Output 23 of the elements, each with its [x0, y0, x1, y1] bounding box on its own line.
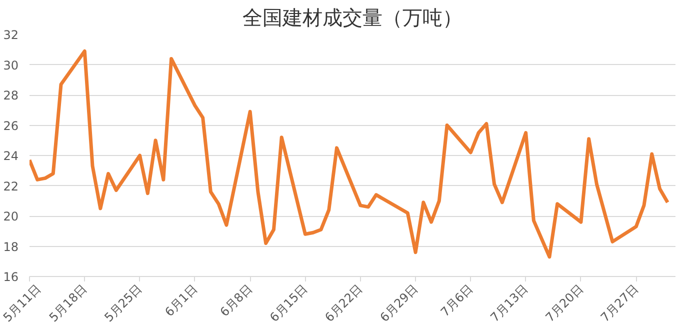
- x-tick-label: 6月1日: [162, 282, 200, 320]
- y-tick-label: 22: [3, 179, 19, 194]
- y-tick-label: 26: [3, 118, 19, 133]
- y-tick-label: 20: [3, 210, 19, 224]
- y-tick-label: 16: [3, 270, 19, 284]
- y-tick-label: 24: [3, 149, 19, 163]
- y-tick-label: 30: [3, 58, 19, 72]
- x-tick-label: 6月15日: [267, 282, 310, 325]
- x-tick-label: 5月11日: [0, 282, 44, 325]
- x-tick-label: 5月25日: [102, 282, 145, 325]
- y-tick-label: 18: [3, 240, 19, 254]
- x-tick-label: 6月29日: [377, 282, 420, 325]
- y-tick-label: 32: [3, 28, 19, 42]
- x-tick-label: 7月13日: [488, 282, 531, 325]
- chart-title: 全国建材成交量（万吨）: [242, 8, 462, 30]
- y-tick-label: 28: [3, 88, 19, 102]
- x-tick-label: 7月20日: [542, 282, 586, 325]
- x-tick-label: 6月8日: [217, 282, 256, 320]
- x-tick-label: 6月22日: [322, 282, 366, 325]
- x-tick-label: 7月27日: [598, 282, 642, 325]
- line-series: [30, 49, 670, 259]
- x-tick-label: 7月6日: [438, 282, 476, 320]
- x-tick-label: 5月18日: [46, 282, 90, 325]
